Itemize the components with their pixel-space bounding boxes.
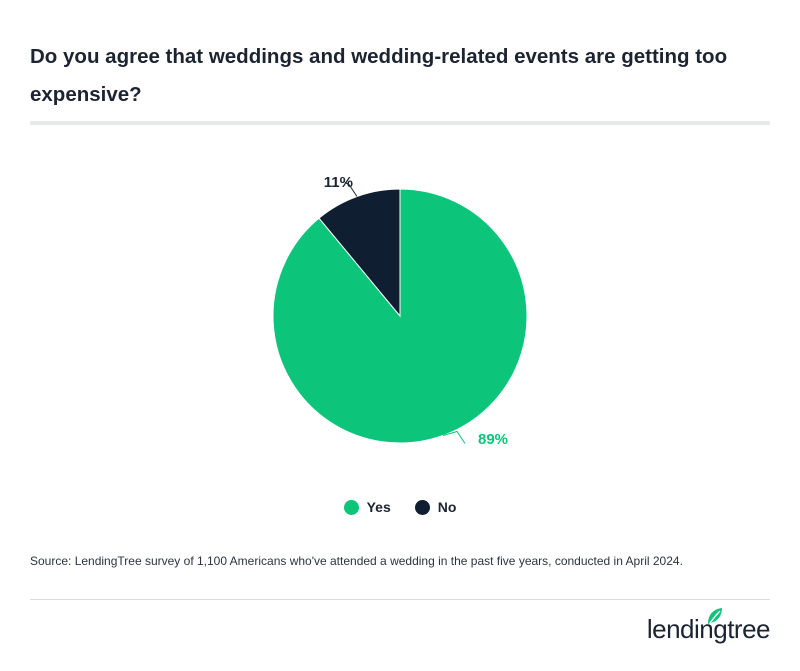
legend-item-yes: Yes xyxy=(343,499,391,515)
leaf-icon xyxy=(707,608,722,624)
leader-line-yes xyxy=(442,430,466,444)
lendingtree-logo[interactable]: lendingtree xyxy=(647,608,771,644)
chart-title: Do you agree that weddings and wedding-r… xyxy=(30,45,728,106)
data-label-yes: 89% xyxy=(478,431,508,448)
legend: Yes No xyxy=(0,499,800,515)
legend-swatch-no xyxy=(414,499,430,515)
legend-item-no: No xyxy=(414,499,457,515)
title-divider xyxy=(30,121,770,125)
legend-swatch-yes xyxy=(343,499,359,515)
data-label-no: 11% xyxy=(324,174,353,191)
source-note: Source: LendingTree survey of 1,100 Amer… xyxy=(30,554,683,568)
legend-label-no: No xyxy=(437,499,457,515)
footer-divider xyxy=(30,599,770,600)
legend-label-yes: Yes xyxy=(366,499,391,515)
leader-line-no xyxy=(344,182,358,197)
